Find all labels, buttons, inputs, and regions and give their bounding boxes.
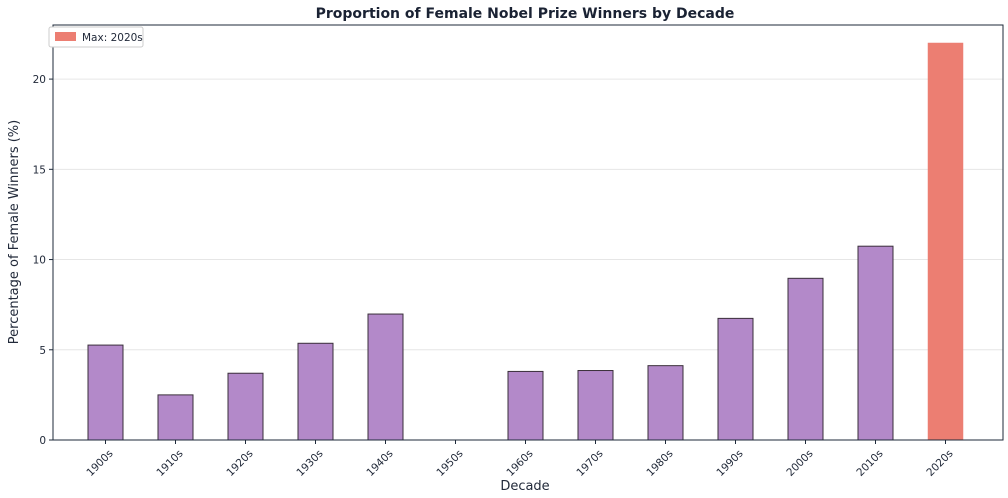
x-tick-label-1960s: 1960s (504, 448, 535, 479)
chart-title: Proportion of Female Nobel Prize Winners… (316, 6, 735, 22)
x-tick-label-1930s: 1930s (294, 448, 325, 479)
legend: Max: 2020s (48, 26, 144, 48)
x-tick-label-2010s: 2010s (854, 448, 885, 479)
y-tick-label: 20 (33, 74, 46, 86)
plot-frame (52, 24, 1004, 441)
bar-1990s (717, 317, 754, 441)
x-tick-label-2000s: 2000s (784, 448, 815, 479)
y-tick-label: 15 (33, 164, 46, 176)
bar-1940s (367, 313, 404, 441)
bars (87, 42, 964, 441)
bar-2010s (857, 245, 894, 441)
x-tick-label-1950s: 1950s (434, 448, 465, 479)
bar-1920s (227, 372, 264, 441)
x-tick-label-1990s: 1990s (714, 448, 745, 479)
bar-1900s (87, 344, 124, 441)
legend-swatch (55, 32, 76, 41)
x-tick-label-2020s: 2020s (924, 448, 955, 479)
bar-1980s (647, 365, 684, 441)
bar-1970s (577, 370, 614, 441)
bar-1960s (507, 370, 544, 441)
legend-label: Max: 2020s (82, 32, 143, 44)
bar-1930s (297, 342, 334, 441)
x-tick-label-1910s: 1910s (154, 448, 185, 479)
x-tick-label-1900s: 1900s (84, 448, 115, 479)
bar-2000s (787, 277, 824, 441)
bar-2020s (927, 42, 964, 441)
x-tick-label-1940s: 1940s (364, 448, 395, 479)
x-axis-ticks: 1900s 1910s 1920s 1930s 1940s 1950s 1960s 1970s… (84, 440, 956, 479)
gridlines (53, 78, 1003, 351)
x-axis-label: Decade (500, 479, 549, 494)
y-tick-label: 5 (39, 345, 46, 357)
bar-1910s (157, 394, 194, 441)
y-axis-label: Percentage of Female Winners (%) (7, 120, 22, 344)
x-tick-label-1970s: 1970s (574, 448, 605, 479)
x-tick-label-1980s: 1980s (644, 448, 675, 479)
y-axis-ticks: 0 5 10 15 20 (33, 74, 53, 447)
x-tick-label-1920s: 1920s (224, 448, 255, 479)
y-tick-label: 0 (39, 435, 46, 447)
y-tick-label: 10 (33, 255, 46, 267)
